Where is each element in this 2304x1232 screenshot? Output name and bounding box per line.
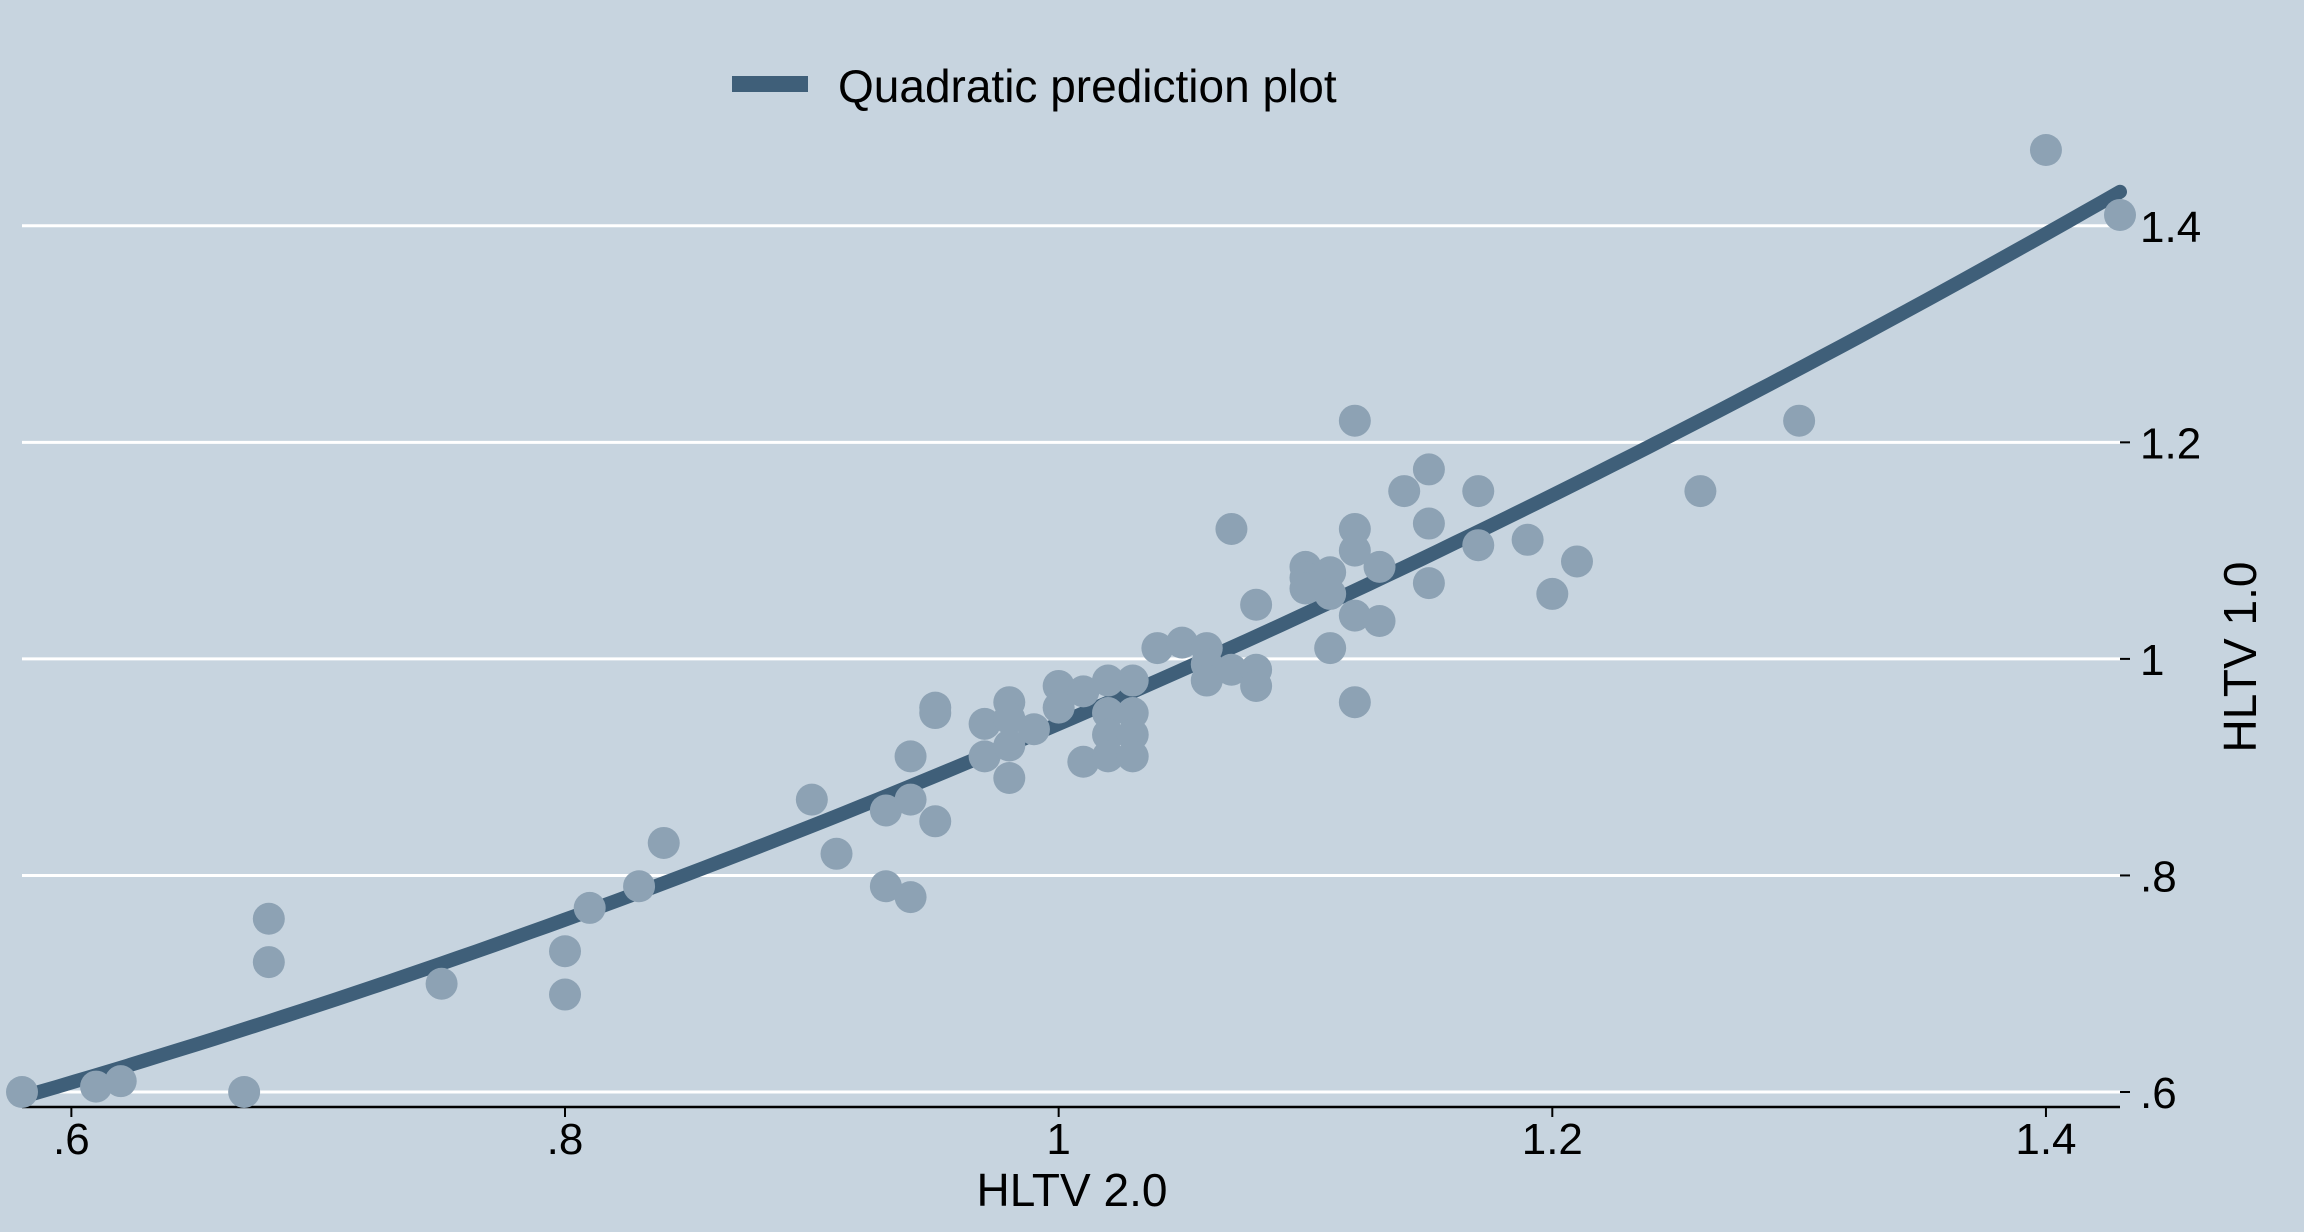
data-point [795,783,828,816]
data-point [647,826,680,859]
data-point [252,902,285,935]
data-point [6,1076,38,1108]
fit-line [15,184,2127,1104]
data-point [894,881,927,914]
data-point [1289,572,1322,605]
data-point [623,870,656,903]
data-point [1338,534,1371,567]
data-point [993,729,1026,762]
x-tick-label: 1 [1046,1115,1070,1164]
y-axis-title: HLTV 1.0 [2214,562,2266,753]
data-point [919,805,952,838]
data-point [968,707,1001,740]
data-point [2029,134,2062,166]
scatter-points [6,134,2136,1108]
data-point [1116,740,1149,773]
x-axis-title: HLTV 2.0 [977,1164,1168,1216]
data-point [1166,626,1199,659]
x-tick-label: .6 [53,1115,90,1164]
y-tick-label: 1 [2140,636,2164,685]
data-point [993,702,1026,735]
data-point [1511,523,1544,556]
data-point [1412,507,1445,540]
data-point [894,783,927,816]
data-point [968,740,1001,773]
x-tick-label: 1.2 [1522,1115,1583,1164]
data-point [1314,632,1347,665]
data-point [80,1070,113,1103]
data-point [1684,475,1717,508]
data-point [1314,577,1347,610]
x-tick-label: 1.4 [2015,1115,2076,1164]
data-point [820,837,853,870]
data-point [1141,632,1174,665]
data-point [1092,664,1125,697]
y-tick-label: 1.2 [2140,419,2201,468]
data-point [1560,545,1593,578]
y-tick-label: .6 [2140,1069,2177,1118]
data-point [1240,669,1273,702]
data-point [228,1076,261,1108]
data-point [425,967,458,1000]
data-point [869,794,902,827]
data-point [1042,691,1075,724]
data-point [573,891,606,924]
legend: Quadratic prediction plot [732,60,1337,112]
legend-label: Quadratic prediction plot [838,60,1337,112]
data-point [1338,599,1371,632]
data-point [1338,404,1371,437]
data-point [1067,745,1100,778]
data-point [1363,550,1396,583]
data-point [1017,713,1050,746]
data-point [1190,664,1223,697]
data-point [1783,404,1816,437]
x-axis-ticks: .6 .8 1 1.2 1.4 [53,1107,2077,1164]
fit-line-layer [15,184,2127,1104]
data-point [1215,512,1248,545]
y-tick-label: 1.4 [2140,203,2201,252]
data-point [1067,675,1100,708]
data-point [1536,577,1569,610]
data-point [2104,198,2136,231]
data-point [1116,664,1149,697]
data-point [894,740,927,773]
data-point [1388,475,1421,508]
data-point [549,978,582,1011]
data-point [252,946,285,979]
y-tick-label: .8 [2140,852,2177,901]
data-point [993,762,1026,794]
data-point [1092,740,1125,773]
data-point [549,935,582,968]
data-point [919,691,952,724]
data-point [1338,686,1371,719]
data-point [1215,653,1248,686]
data-point [1462,475,1495,508]
data-point [869,870,902,903]
data-point [1240,588,1273,621]
legend-swatch [732,76,808,92]
grid-lines [22,224,2120,1094]
data-point [1363,605,1396,637]
data-point [1412,567,1445,600]
x-tick-label: .8 [547,1115,584,1164]
data-point [1462,529,1495,562]
data-point [1412,453,1445,486]
y-axis-ticks: .6 .8 1 1.2 1.4 [2120,203,2201,1118]
data-point [104,1065,137,1098]
